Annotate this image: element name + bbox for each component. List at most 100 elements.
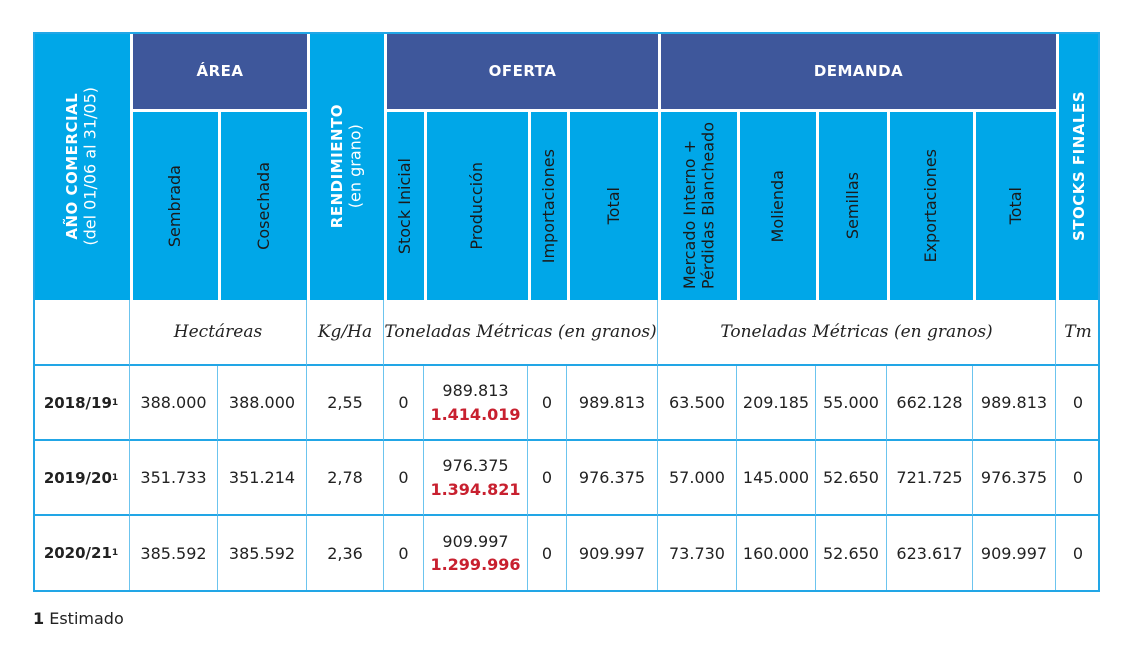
cell-semillas: 52.650 — [816, 516, 887, 592]
year-footnote-marker: 1 — [111, 472, 119, 483]
header-sembrada-label: Sembrada — [165, 164, 185, 248]
header-demanda-total: Total — [973, 112, 1056, 300]
header-rendimiento: RENDIMIENTO (en grano) — [307, 32, 384, 300]
header-semillas-label: Semillas — [842, 172, 862, 240]
year-footnote-marker: 1 — [111, 397, 119, 408]
header-stocks-finales-text: STOCKS FINALES — [1069, 90, 1088, 242]
cell-stock-inicial: 0 — [384, 366, 424, 441]
cell-stocks-finales: 0 — [1056, 441, 1100, 516]
footnote: 1 Estimado — [33, 609, 124, 628]
cell-oferta-total: 909.997 — [567, 516, 658, 592]
cell-importaciones: 0 — [528, 366, 567, 441]
cell-sembrada: 351.733 — [130, 441, 218, 516]
cell-rendimiento: 2,36 — [307, 516, 384, 592]
units-empty-cell — [33, 300, 130, 366]
cell-stock-inicial: 0 — [384, 516, 424, 592]
header-demanda-group: DEMANDA — [658, 32, 1056, 112]
cell-year: 2020/21 1 — [33, 516, 130, 592]
produccion-alt-value: 1.299.996 — [430, 555, 521, 574]
header-stock-inicial-label: Stock Inicial — [395, 157, 415, 255]
cell-mercado-interno: 73.730 — [658, 516, 737, 592]
cell-molienda: 160.000 — [737, 516, 816, 592]
units-stocks: Tm — [1056, 300, 1100, 366]
header-molienda: Molienda — [737, 112, 816, 300]
header-oferta-total-label: Total — [603, 187, 623, 225]
produccion-value: 989.813 — [442, 381, 509, 401]
header-produccion-label: Producción — [467, 162, 487, 250]
header-demanda-label: DEMANDA — [813, 61, 904, 80]
footnote-number: 1 — [33, 609, 45, 628]
year-label: 2018/19 — [43, 393, 112, 412]
header-stock-inicial: Stock Inicial — [384, 112, 424, 300]
header-rendimiento-bold: RENDIMIENTO — [328, 103, 347, 229]
cell-rendimiento: 2,55 — [307, 366, 384, 441]
cell-stocks-finales: 0 — [1056, 516, 1100, 592]
header-sembrada: Sembrada — [130, 112, 218, 300]
cell-demanda-total: 989.813 — [973, 366, 1056, 441]
cell-mercado-interno: 57.000 — [658, 441, 737, 516]
footnote-text: Estimado — [49, 609, 124, 628]
cell-sembrada: 385.592 — [130, 516, 218, 592]
units-rendimiento: Kg/Ha — [307, 300, 384, 366]
cell-stock-inicial: 0 — [384, 441, 424, 516]
cell-demanda-total: 909.997 — [973, 516, 1056, 592]
cell-sembrada: 388.000 — [130, 366, 218, 441]
cell-produccion: 976.375 1.394.821 — [424, 441, 528, 516]
header-area-group: ÁREA — [130, 32, 307, 112]
cell-semillas: 52.650 — [816, 441, 887, 516]
header-stocks-finales-label: STOCKS FINALES — [1069, 90, 1088, 242]
header-cosechada: Cosechada — [218, 112, 307, 300]
header-year-bold: AÑO COMERCIAL — [62, 92, 81, 240]
cell-semillas: 55.000 — [816, 366, 887, 441]
header-semillas: Semillas — [816, 112, 887, 300]
header-exportaciones-label: Exportaciones — [921, 149, 941, 263]
header-molienda-label: Molienda — [767, 169, 787, 243]
produccion-alt-value: 1.414.019 — [430, 404, 521, 424]
header-cosechada-label: Cosechada — [253, 162, 273, 250]
cell-year: 2018/19 1 — [33, 366, 130, 441]
header-stocks-finales: STOCKS FINALES — [1056, 32, 1100, 300]
cell-molienda: 145.000 — [737, 441, 816, 516]
units-demanda: Toneladas Métricas (en granos) — [658, 300, 1056, 366]
header-importaciones: Importaciones — [528, 112, 567, 300]
header-importaciones-label: Importaciones — [538, 148, 558, 264]
cell-oferta-total: 976.375 — [567, 441, 658, 516]
cell-exportaciones: 662.128 — [887, 366, 973, 441]
cell-exportaciones: 623.617 — [887, 516, 973, 592]
header-area-label: ÁREA — [196, 61, 244, 80]
header-mercado-interno-label: Mercado Interno + Pérdidas Blancheado — [679, 122, 717, 290]
header-mercado-interno: Mercado Interno + Pérdidas Blancheado — [658, 112, 737, 300]
produccion-alt-value: 1.394.821 — [430, 479, 521, 499]
cell-molienda: 209.185 — [737, 366, 816, 441]
supply-demand-table: AÑO COMERCIAL (del 01/06 al 31/05) ÁREA … — [33, 32, 1100, 592]
header-rendimiento-normal: (en grano) — [345, 123, 365, 209]
cell-year: 2019/20 1 — [33, 441, 130, 516]
cell-demanda-total: 976.375 — [973, 441, 1056, 516]
units-oferta: Toneladas Métricas (en granos) — [384, 300, 658, 366]
cell-cosechada: 385.592 — [218, 516, 307, 592]
header-rendimiento-text: RENDIMIENTO (en grano) — [328, 103, 365, 229]
cell-cosechada: 388.000 — [218, 366, 307, 441]
cell-cosechada: 351.214 — [218, 441, 307, 516]
year-footnote-marker: 1 — [111, 548, 119, 558]
produccion-value: 909.997 — [442, 531, 509, 551]
cell-stocks-finales: 0 — [1056, 366, 1100, 441]
units-area: Hectáreas — [130, 300, 307, 366]
produccion-value: 976.375 — [442, 456, 509, 476]
header-exportaciones: Exportaciones — [887, 112, 973, 300]
header-produccion: Producción — [424, 112, 528, 300]
cell-rendimiento: 2,78 — [307, 441, 384, 516]
cell-produccion: 909.997 1.299.996 — [424, 516, 528, 592]
cell-mercado-interno: 63.500 — [658, 366, 737, 441]
year-label: 2020/21 — [43, 544, 112, 562]
cell-produccion: 989.813 1.414.019 — [424, 366, 528, 441]
cell-exportaciones: 721.725 — [887, 441, 973, 516]
header-year-normal: (del 01/06 al 31/05) — [79, 86, 99, 246]
cell-oferta-total: 989.813 — [567, 366, 658, 441]
header-year-text: AÑO COMERCIAL (del 01/06 al 31/05) — [62, 86, 100, 246]
header-demanda-total-label: Total — [1005, 187, 1025, 225]
cell-importaciones: 0 — [528, 516, 567, 592]
header-oferta-label: OFERTA — [488, 61, 557, 80]
year-label: 2019/20 — [43, 468, 112, 487]
header-year-col: AÑO COMERCIAL (del 01/06 al 31/05) — [33, 32, 130, 300]
